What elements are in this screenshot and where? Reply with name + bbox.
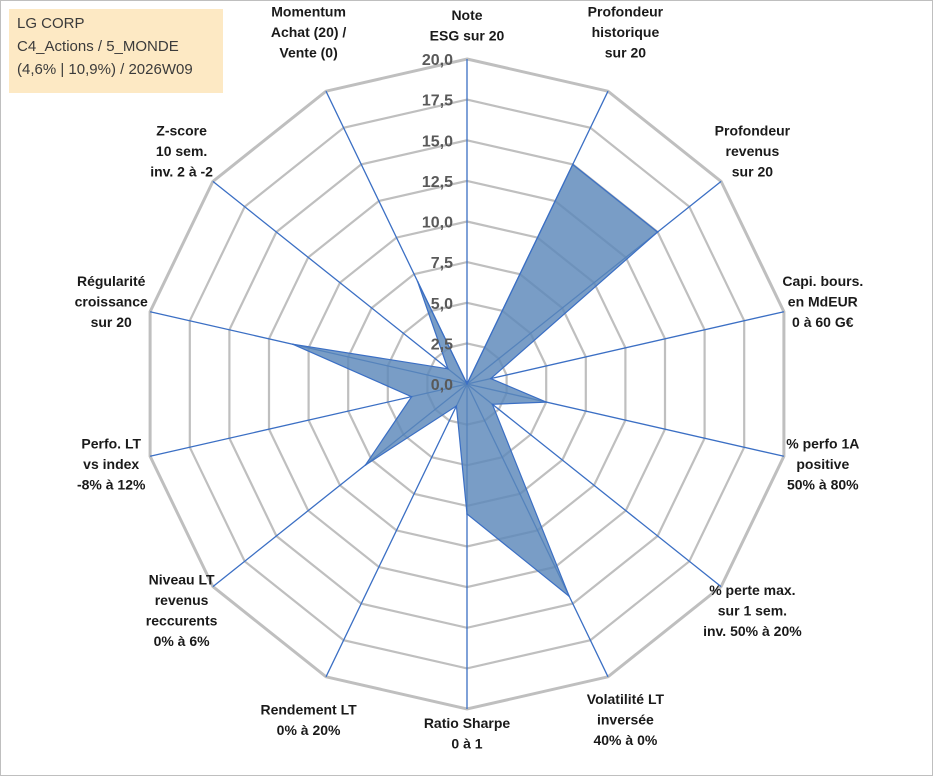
- axis-label-line: % perfo 1A: [786, 436, 859, 452]
- tick-label: 7,5: [431, 255, 453, 272]
- axis-label-line: croissance: [75, 294, 148, 310]
- series-point: [568, 595, 570, 598]
- axis-label-line: 0% à 20%: [277, 722, 341, 738]
- series-point: [466, 383, 468, 385]
- axis-label-line: % perte max.: [709, 582, 795, 598]
- axis-label-line: -8% à 12%: [77, 477, 146, 493]
- tick-label: 15,0: [422, 133, 453, 150]
- axis-label-line: sur 20: [732, 164, 773, 180]
- axis-label: Ratio Sharpe 0 à 1: [424, 715, 511, 752]
- tick-label: 17,5: [422, 93, 453, 110]
- axis-label: % perfo 1A positive 50% à 80%: [786, 436, 859, 493]
- axis-label-line: en MdEUR: [788, 294, 858, 310]
- axis-label-line: Volatilité LT: [587, 691, 665, 707]
- axis-label-line: Profondeur: [715, 123, 791, 139]
- info-box: LG CORP C4_Actions / 5_MONDE (4,6% | 10,…: [9, 9, 223, 93]
- axis-label-line: Capi. bours.: [782, 273, 863, 289]
- tick-label: 12,5: [422, 174, 453, 191]
- axis-label-line: positive: [796, 456, 849, 472]
- portfolio-stats: (4,6% | 10,9%) / 2026W09: [17, 61, 193, 78]
- axis-label: Capi. bours. en MdEUR 0 à 60 G€: [782, 273, 863, 330]
- axis-label: Régularité croissance sur 20: [75, 273, 148, 330]
- axis-label-line: Profondeur: [588, 3, 664, 19]
- axis-label-line: reccurents: [146, 613, 218, 629]
- axis-label-line: 40% à 0%: [593, 732, 657, 748]
- series-point: [416, 280, 419, 283]
- axis-label-line: 50% à 80%: [787, 477, 859, 493]
- axis-label: % perte max. sur 1 sem. inv. 50% à 20%: [703, 582, 802, 639]
- tick-label: 5,0: [431, 296, 453, 313]
- tick-label: 20,0: [422, 52, 453, 69]
- series-point: [447, 368, 449, 370]
- axis-labels: Note ESG sur 20 Profondeur historique sur 20…: [75, 3, 864, 751]
- series-point: [491, 403, 494, 406]
- axis-label: Rendement LT 0% à 20%: [260, 701, 357, 738]
- series-point: [572, 163, 574, 166]
- tick-label: 2,5: [431, 336, 453, 353]
- axis-label-line: sur 20: [91, 314, 132, 330]
- series-point: [364, 464, 367, 466]
- axis-label-line: inv. 2 à -2: [150, 164, 213, 180]
- radial-tick-labels: 0,0 2,5 5,0 7,5 10,0 12,5 15,0 17,5 20,0: [422, 52, 453, 394]
- series-point: [291, 343, 294, 346]
- axis-spoke: [212, 180, 468, 385]
- series-point: [656, 231, 659, 233]
- axis-label-line: 0 à 60 G€: [792, 314, 854, 330]
- axis-label: Note ESG sur 20: [430, 7, 505, 44]
- series-point: [545, 401, 547, 403]
- axis-label-line: 10 sem.: [156, 143, 207, 159]
- axis-label-line: Z-score: [156, 123, 207, 139]
- axis-label-line: Note: [451, 7, 482, 23]
- axis-label-line: 0% à 6%: [154, 633, 211, 649]
- axis-label-line: historique: [592, 24, 660, 40]
- tick-label: 10,0: [422, 215, 453, 232]
- radar-series: [291, 163, 659, 599]
- axis-spoke: [325, 383, 468, 678]
- series-point: [490, 377, 492, 380]
- axis-label-line: sur 20: [605, 44, 646, 60]
- series-point: [466, 513, 468, 515]
- axis-label: Profondeur historique sur 20: [588, 3, 664, 60]
- axis-label: Z-score 10 sem. inv. 2 à -2: [150, 123, 213, 180]
- axis-label-line: Vente (0): [279, 44, 337, 60]
- company-name: LG CORP: [17, 15, 85, 32]
- series-point: [455, 405, 458, 407]
- axis-label-line: Régularité: [77, 273, 146, 289]
- axis-label-line: Ratio Sharpe: [424, 715, 511, 731]
- axis-label: Profondeur revenus sur 20: [715, 123, 791, 180]
- axis-label: Niveau LT revenus reccurents 0% à 6%: [146, 572, 218, 650]
- axis-label-line: revenus: [155, 592, 209, 608]
- axis-label-line: 0 à 1: [451, 736, 482, 752]
- axis-label-line: inversée: [597, 712, 654, 728]
- axis-spoke: [466, 311, 785, 385]
- series-point: [410, 395, 413, 398]
- axis-label: Volatilité LT inversée 40% à 0%: [587, 691, 665, 748]
- axis-label-line: Momentum: [271, 3, 346, 19]
- axis-label-line: inv. 50% à 20%: [703, 623, 802, 639]
- portfolio-name: C4_Actions / 5_MONDE: [17, 38, 179, 55]
- axis-spoke: [466, 383, 722, 588]
- axis-label-line: revenus: [726, 143, 780, 159]
- axis-label-line: Niveau LT: [149, 572, 215, 588]
- axis-label-line: sur 1 sem.: [718, 602, 787, 618]
- axis-label-line: Achat (20) /: [271, 24, 347, 40]
- axis-label: Perfo. LT vs index -8% à 12%: [77, 436, 146, 493]
- axis-label-line: Perfo. LT: [81, 436, 141, 452]
- axis-label: Momentum Achat (20) / Vente (0): [271, 3, 347, 60]
- axis-label-line: ESG sur 20: [430, 28, 505, 44]
- axis-label-line: vs index: [83, 456, 139, 472]
- tick-label: 0,0: [431, 377, 453, 394]
- axis-label-line: Rendement LT: [260, 701, 357, 717]
